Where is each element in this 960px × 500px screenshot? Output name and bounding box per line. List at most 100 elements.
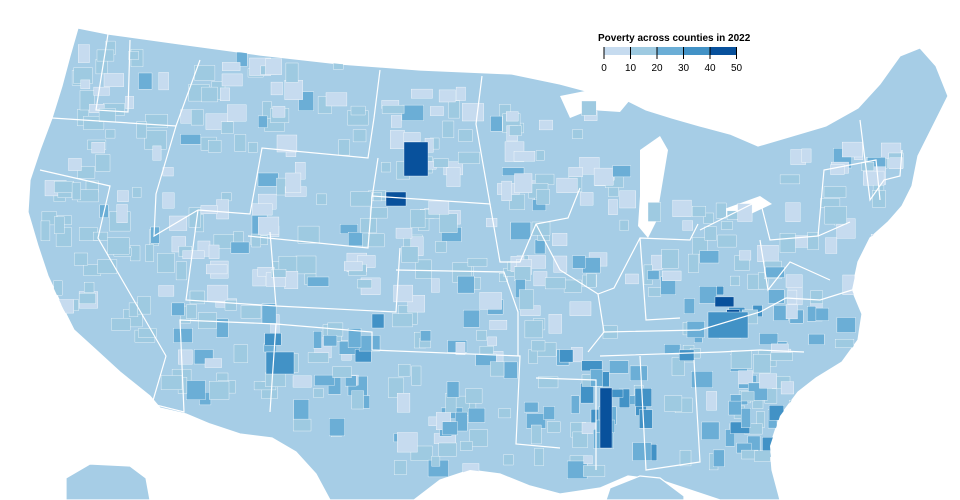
state-border — [599, 349, 805, 357]
county — [325, 92, 348, 107]
county — [463, 309, 480, 328]
county — [178, 349, 193, 365]
legend-swatch-0-10 — [604, 47, 631, 55]
county — [395, 227, 413, 239]
county — [354, 349, 372, 363]
county — [759, 373, 777, 389]
county — [502, 167, 525, 176]
county — [648, 287, 662, 297]
county — [80, 79, 91, 89]
legend-tick-label: 20 — [651, 63, 663, 74]
county — [691, 371, 713, 388]
county — [476, 330, 487, 341]
county — [629, 365, 648, 381]
alaska-fragment — [65, 463, 151, 500]
county — [224, 299, 237, 311]
state-border — [153, 125, 199, 238]
state-border — [639, 237, 681, 321]
county — [608, 187, 619, 197]
county — [381, 162, 391, 173]
county — [125, 96, 134, 109]
florida-edge — [605, 475, 685, 500]
county — [609, 360, 629, 374]
county — [138, 72, 153, 90]
county — [285, 62, 299, 83]
county — [248, 142, 258, 153]
county — [83, 116, 105, 130]
county — [714, 296, 735, 307]
legend-tick-label: 30 — [677, 63, 690, 74]
county — [329, 418, 345, 437]
county — [807, 232, 819, 250]
county — [401, 104, 424, 121]
county — [889, 157, 904, 169]
county — [457, 275, 475, 294]
county — [295, 255, 317, 275]
county — [162, 192, 175, 209]
county — [533, 271, 548, 287]
county — [535, 173, 555, 185]
lake-michigan — [638, 136, 668, 238]
county — [783, 445, 795, 462]
county — [200, 205, 218, 214]
county — [433, 158, 449, 168]
county — [682, 220, 693, 231]
county — [534, 239, 546, 255]
county — [107, 237, 130, 255]
county — [785, 202, 801, 222]
county — [398, 364, 411, 377]
county — [683, 298, 695, 314]
county — [293, 399, 310, 420]
county — [757, 245, 779, 262]
county — [524, 320, 543, 339]
county — [519, 289, 534, 310]
county — [823, 186, 847, 198]
county — [272, 106, 286, 118]
county — [835, 339, 855, 348]
county — [715, 202, 727, 219]
county — [221, 73, 243, 87]
county — [773, 459, 793, 475]
county — [40, 317, 56, 327]
county — [352, 129, 367, 143]
state-border — [275, 323, 561, 449]
county — [462, 103, 484, 122]
state-border — [197, 69, 381, 215]
county — [572, 431, 588, 448]
county — [547, 421, 561, 433]
county — [411, 365, 422, 386]
county — [68, 158, 82, 171]
county — [467, 258, 488, 267]
county — [270, 81, 283, 96]
county — [679, 349, 695, 361]
county — [204, 358, 222, 368]
state-border — [817, 159, 881, 237]
county — [836, 317, 856, 333]
county — [369, 207, 388, 219]
county — [754, 450, 771, 462]
county — [545, 277, 566, 290]
state-border — [185, 209, 277, 307]
county — [759, 333, 779, 345]
county — [392, 313, 413, 328]
county — [737, 203, 753, 222]
legend-tick-label: 10 — [624, 63, 637, 74]
county — [824, 206, 847, 225]
county — [672, 199, 692, 217]
county — [501, 180, 512, 201]
county — [261, 303, 277, 324]
county — [180, 134, 201, 145]
county — [785, 304, 798, 320]
county — [390, 130, 405, 149]
county — [216, 199, 229, 220]
county — [171, 302, 185, 316]
county — [431, 456, 441, 467]
county — [871, 234, 891, 251]
county — [692, 206, 706, 217]
county — [639, 409, 653, 429]
state-border — [759, 239, 831, 292]
county — [825, 237, 838, 254]
county — [157, 253, 175, 273]
county — [221, 121, 234, 134]
county — [487, 336, 497, 346]
